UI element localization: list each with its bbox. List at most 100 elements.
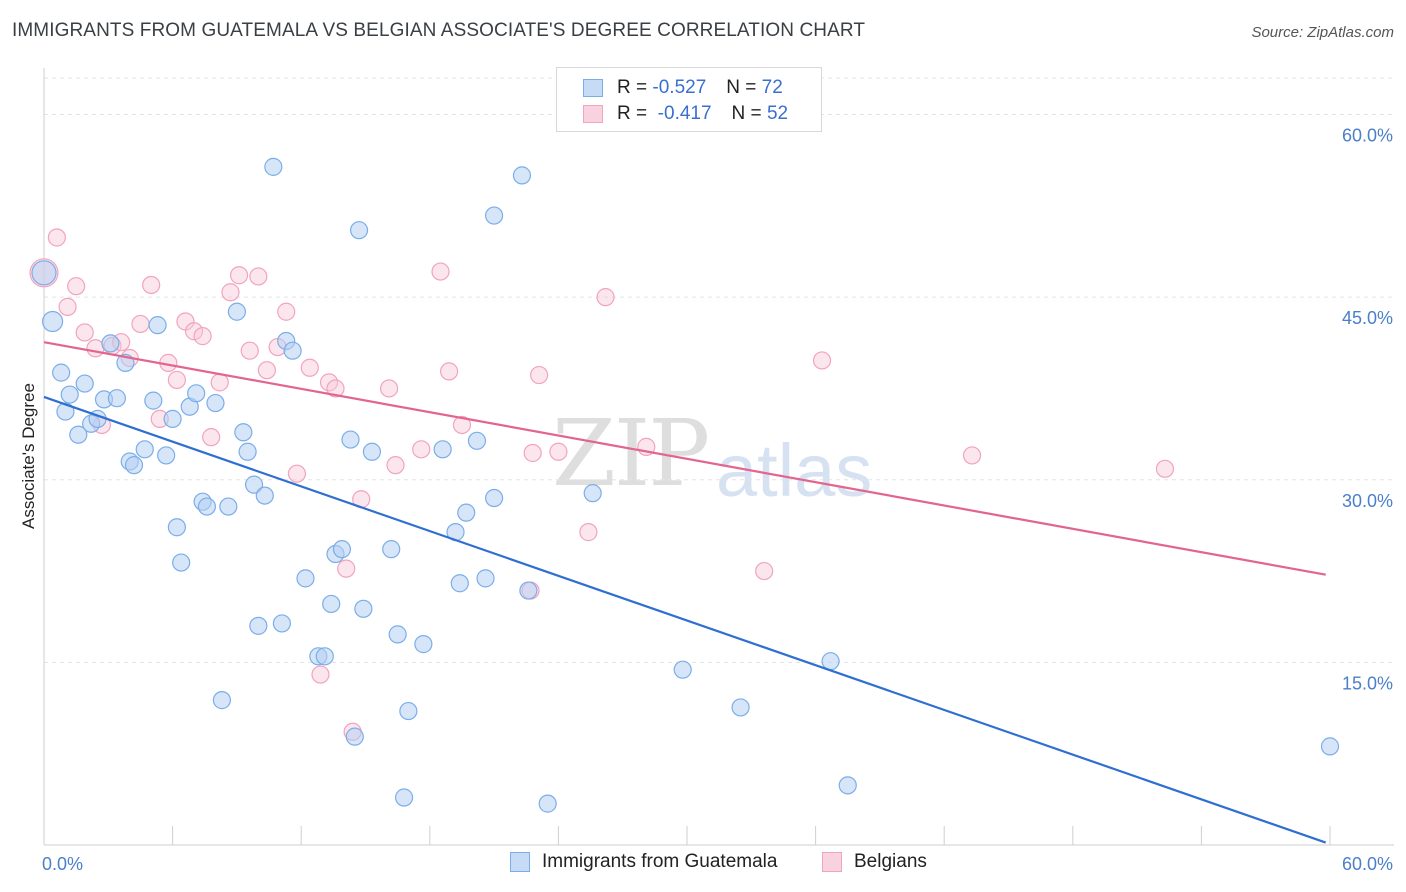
point-belgians [249,267,268,286]
legend-item-belgians: Belgians [822,851,927,873]
point-guatemala [52,363,71,382]
point-belgians [240,341,259,360]
point-guatemala [485,206,504,225]
point-belgians [277,302,296,321]
point-guatemala [382,540,401,559]
point-guatemala [144,391,163,410]
point-belgians [452,415,472,435]
legend-n-value: 72 [761,77,783,98]
point-belgians [431,262,450,281]
legend-swatch-blue [583,79,603,97]
point-guatemala [56,402,75,421]
point-guatemala [512,166,532,185]
point-guatemala [244,475,264,494]
gridlines [44,77,1394,663]
point-guatemala [476,569,495,588]
point-guatemala [238,442,257,461]
point-belgians [47,228,66,247]
legend-n-value: 52 [766,103,789,124]
point-guatemala [821,652,840,671]
source-label: Source: ZipAtlas.com [1251,24,1394,41]
point-guatemala [31,260,57,286]
point-belgians [86,339,105,358]
trend-line-belgians [43,341,1326,576]
trend-line-guatemala [43,395,1327,844]
point-guatemala [838,776,857,795]
legend-n-label: N = [726,77,757,98]
point-belgians [142,275,161,295]
x-tick-labels: 0.0% 60.0% [42,854,1393,874]
point-guatemala [394,788,414,807]
point-guatemala [345,727,364,746]
point-guatemala [673,660,692,679]
point-guatemala [167,518,186,537]
point-guatemala [272,614,292,633]
point-belgians [386,456,405,475]
axes [43,68,1394,846]
legend-swatch-blue [510,852,530,872]
point-guatemala [212,691,231,710]
legend-r-value: -0.527 [652,77,707,98]
point-belgians [67,277,86,296]
point-guatemala [41,310,64,333]
point-belgians [311,665,330,684]
point-guatemala [187,384,206,403]
point-belgians [579,523,598,542]
point-guatemala [457,503,476,522]
point-guatemala [322,594,341,614]
point-belgians [75,323,94,342]
point-guatemala [467,431,487,450]
watermark-zip: ZIP [552,400,710,507]
x-tick-label: 0.0% [42,854,83,874]
legend-row-guatemala: R = -0.527 N = 72 [583,76,783,100]
point-belgians [962,446,982,465]
legend-row-belgians: R = -0.417 N = 52 [583,102,788,126]
point-guatemala [60,385,79,404]
point-belgians [184,322,204,341]
point-guatemala [538,794,557,813]
point-guatemala [157,446,176,465]
point-belgians [257,361,277,380]
point-belgians [287,464,307,483]
point-belgians [1155,459,1175,478]
point-guatemala [1320,737,1340,756]
point-belgians [58,297,77,316]
point-belgians [221,283,240,302]
legend-label-belgians: Belgians [854,851,927,872]
y-tick-label: 45.0% [1342,308,1393,328]
point-guatemala [414,635,433,654]
point-belgians [229,266,249,285]
point-belgians [379,379,399,398]
point-guatemala [148,316,167,335]
series-guatemala [31,157,1340,813]
watermark-atlas: atlas [716,429,873,512]
point-guatemala [433,440,452,459]
point-belgians [131,314,150,334]
point-belgians [755,561,774,581]
legend-label-guatemala: Immigrants from Guatemala [542,851,778,872]
point-guatemala [341,430,360,449]
point-guatemala [197,497,216,516]
point-guatemala [234,423,253,442]
point-guatemala [354,599,373,618]
y-axis-label: Associate's Degree [19,383,38,529]
y-tick-labels: 15.0% 30.0% 45.0% 60.0% [1342,126,1393,694]
trend-lines [43,341,1327,844]
y-tick-label: 30.0% [1342,491,1393,511]
legend-r-label: R = [617,77,648,98]
point-guatemala [101,334,120,353]
point-guatemala [163,409,182,428]
point-belgians [439,362,459,381]
point-guatemala [450,574,469,593]
point-guatemala [124,456,144,475]
point-belgians [193,327,212,346]
point-belgians [337,559,356,578]
y-tick-label: 60.0% [1342,126,1393,146]
point-guatemala [107,389,126,408]
point-guatemala [206,393,225,413]
point-guatemala [283,341,302,360]
point-guatemala [75,374,94,393]
point-guatemala [332,540,352,559]
point-guatemala [583,484,602,503]
